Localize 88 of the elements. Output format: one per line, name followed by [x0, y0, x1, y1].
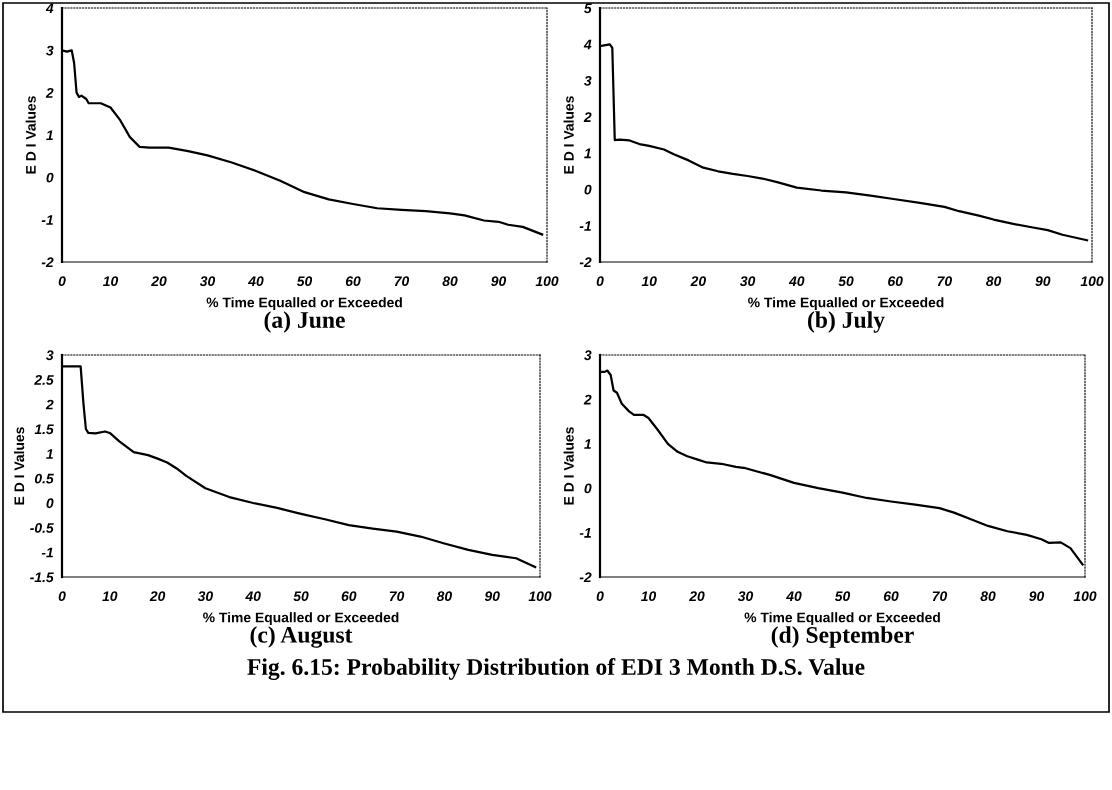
y-tick-label: -1 — [41, 215, 53, 225]
y-tick-label: 5 — [584, 3, 592, 14]
y-tick-label: 1 — [584, 439, 591, 449]
x-tick-label: 80 — [986, 276, 1002, 287]
y-tick-label: 1.5 — [34, 424, 54, 435]
y-tick-label: 3 — [46, 350, 54, 361]
x-tick-label: 20 — [151, 276, 167, 287]
y-tick-label: -2 — [41, 257, 54, 268]
caption: Fig. 6.15: Probability Distribution of EDI 3 Month D.S. Value — [247, 658, 865, 680]
x-tick-label: 10 — [103, 276, 119, 287]
text: (d) September — [771, 626, 914, 648]
x-tick-label: 90 — [1035, 276, 1051, 287]
x-tick-label: 100 — [535, 276, 559, 287]
y-tick-label: 2.5 — [34, 375, 54, 385]
x-axis-title: % Time Equalled or Exceeded — [744, 612, 940, 626]
y-tick-label: 3 — [584, 350, 592, 361]
y-tick-label: 4 — [583, 39, 592, 50]
x-tick-label: 30 — [737, 591, 754, 602]
x-tick-label: 10 — [102, 591, 118, 602]
x-tick-label: 50 — [838, 276, 854, 287]
y-tick-label: 0 — [46, 172, 54, 183]
x-tick-label: 0 — [58, 591, 66, 602]
x-tick-label: 70 — [394, 276, 410, 287]
text: (c) August — [250, 626, 353, 648]
x-tick-label: 90 — [491, 276, 507, 287]
y-tick-label: -1 — [579, 528, 591, 538]
x-tick-label: 10 — [641, 276, 657, 287]
y-tick-label: 4 — [45, 3, 54, 14]
x-tick-label: 50 — [293, 591, 309, 602]
x-axis-title: % Time Equalled or Exceeded — [203, 612, 399, 626]
y-tick-label: 0.5 — [34, 473, 54, 484]
y-axis-title: E D I Values — [563, 427, 574, 505]
y-axis-title: E D I Values — [25, 96, 36, 174]
y-tick-label: 2 — [583, 394, 592, 405]
y-tick-label: 1 — [46, 130, 53, 141]
x-axis-title: % Time Equalled or Exceeded — [748, 297, 944, 311]
x-tick-label: 50 — [834, 591, 851, 602]
y-tick-label: 0 — [584, 184, 592, 195]
y-tick-label: 1 — [584, 148, 591, 159]
x-tick-label: 70 — [932, 591, 948, 602]
x-tick-label: 20 — [690, 276, 706, 287]
x-tick-label: 60 — [888, 276, 903, 287]
y-tick-label: 0 — [584, 483, 592, 494]
x-tick-label: 80 — [436, 591, 452, 602]
y-tick-label: -2 — [579, 572, 592, 583]
y-tick-label: 2 — [45, 88, 54, 98]
x-tick-label: 30 — [197, 591, 213, 602]
x-axis-title: % Time Equalled or Exceeded — [206, 297, 402, 311]
x-tick-label: 40 — [245, 591, 261, 602]
x-tick-label: 40 — [788, 276, 805, 287]
x-tick-label: 70 — [389, 591, 405, 602]
y-tick-label: 3 — [584, 75, 592, 86]
y-tick-label: 3 — [46, 45, 54, 56]
y-axis-title: E D I Values — [563, 96, 574, 174]
x-tick-label: 70 — [937, 276, 952, 287]
y-tick-label: -0.5 — [30, 523, 54, 533]
x-tick-label: 0 — [596, 591, 604, 602]
y-tick-label: -1 — [579, 221, 591, 231]
x-tick-label: 90 — [484, 591, 500, 602]
x-tick-label: 100 — [528, 591, 552, 602]
x-tick-label: 100 — [1073, 591, 1097, 602]
y-tick-label: 0 — [46, 498, 54, 509]
y-tick-label: -2 — [579, 257, 592, 268]
x-tick-label: 50 — [296, 276, 313, 287]
x-tick-label: 10 — [641, 591, 657, 602]
y-axis-title: E D I Values — [14, 427, 25, 505]
text: (b) July — [808, 311, 885, 333]
x-tick-label: 0 — [596, 276, 604, 287]
x-tick-label: 30 — [199, 276, 216, 287]
x-tick-label: 20 — [689, 591, 705, 602]
x-tick-label: 40 — [786, 591, 802, 602]
x-tick-label: 40 — [248, 276, 264, 287]
x-tick-label: 60 — [341, 591, 357, 602]
x-tick-label: 60 — [883, 591, 899, 602]
x-tick-label: 30 — [739, 276, 756, 287]
y-tick-label: 2 — [583, 112, 592, 122]
x-tick-label: 80 — [442, 276, 458, 287]
x-tick-label: 80 — [980, 591, 996, 602]
text: (a) June — [264, 311, 345, 333]
x-tick-label: 20 — [149, 591, 166, 602]
x-tick-label: 60 — [345, 276, 361, 287]
x-tick-label: 0 — [58, 276, 66, 287]
y-tick-label: 1 — [46, 449, 53, 459]
x-tick-label: 90 — [1029, 591, 1045, 602]
x-tick-label: 100 — [1080, 276, 1104, 287]
y-tick-label: 2 — [45, 399, 54, 410]
y-tick-label: -1.5 — [30, 572, 54, 583]
y-tick-label: -1 — [41, 547, 53, 558]
